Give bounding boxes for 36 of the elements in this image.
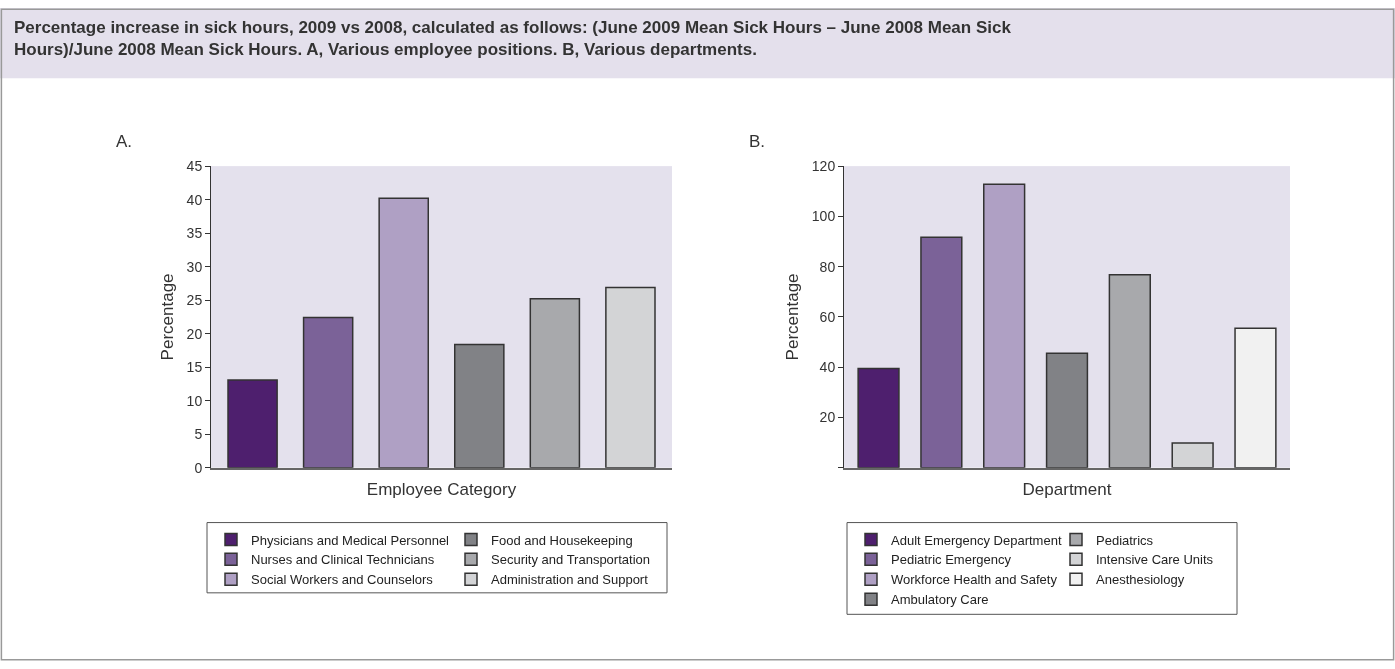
y-tick-label: 20 — [819, 409, 836, 426]
y-axis-title: Percentage — [158, 273, 178, 361]
text: A. — [116, 132, 133, 151]
legend-label: Pediatrics — [1096, 532, 1154, 548]
y-tick-label: 20 — [186, 325, 203, 342]
legend-label: Food and Housekeeping — [491, 532, 633, 548]
legend-label: Administration and Support — [491, 572, 649, 588]
y-tick-label: 35 — [186, 225, 203, 242]
y-tick-label: 25 — [186, 292, 203, 309]
y-tick-label: 0 — [194, 459, 203, 476]
y-tick-label: 30 — [186, 258, 203, 275]
legend-label: Anesthesiology — [1096, 572, 1185, 588]
legend-label: Pediatric Emergency — [891, 552, 1012, 568]
legend-label: Social Workers and Counselors — [251, 572, 434, 588]
y-tick-label: 15 — [186, 359, 203, 376]
y-tick-label: 45 — [186, 158, 203, 175]
y-tick-label: 60 — [819, 308, 836, 325]
x-axis-title: Employee Category — [366, 480, 517, 500]
y-tick-label: 80 — [819, 258, 836, 275]
y-tick-label: 100 — [811, 208, 836, 225]
y-tick-label: 10 — [186, 392, 203, 409]
x-axis-title: Department — [1022, 480, 1112, 500]
y-axis-title: Percentage — [783, 273, 803, 361]
chart-title: Percentage increase in sick hours, 2009 vs 2008, calculated as follows: (June 2009 Mean Sick Hours – June 2008 Mean Sick Hours)/June 2008 Mean Sick Hours. A, Various employee positions. B, Various departments. — [14, 18, 1012, 60]
y-tick-label: 120 — [811, 158, 836, 175]
text: B. — [749, 132, 766, 151]
legend-label: Security and Transportation — [491, 552, 650, 568]
legend-label: Physicians and Medical Personnel — [251, 532, 450, 548]
legend-label: Intensive Care Units — [1096, 552, 1214, 568]
y-tick-label: 40 — [186, 191, 203, 208]
legend-label: Ambulatory Care — [891, 592, 989, 608]
y-tick-label: 5 — [194, 426, 203, 443]
legend-label: Workforce Health and Safety — [891, 572, 1058, 588]
legend-label: Nurses and Clinical Technicians — [251, 552, 435, 568]
legend-label: Adult Emergency Department — [891, 532, 1062, 548]
y-tick-label: 40 — [819, 359, 836, 376]
